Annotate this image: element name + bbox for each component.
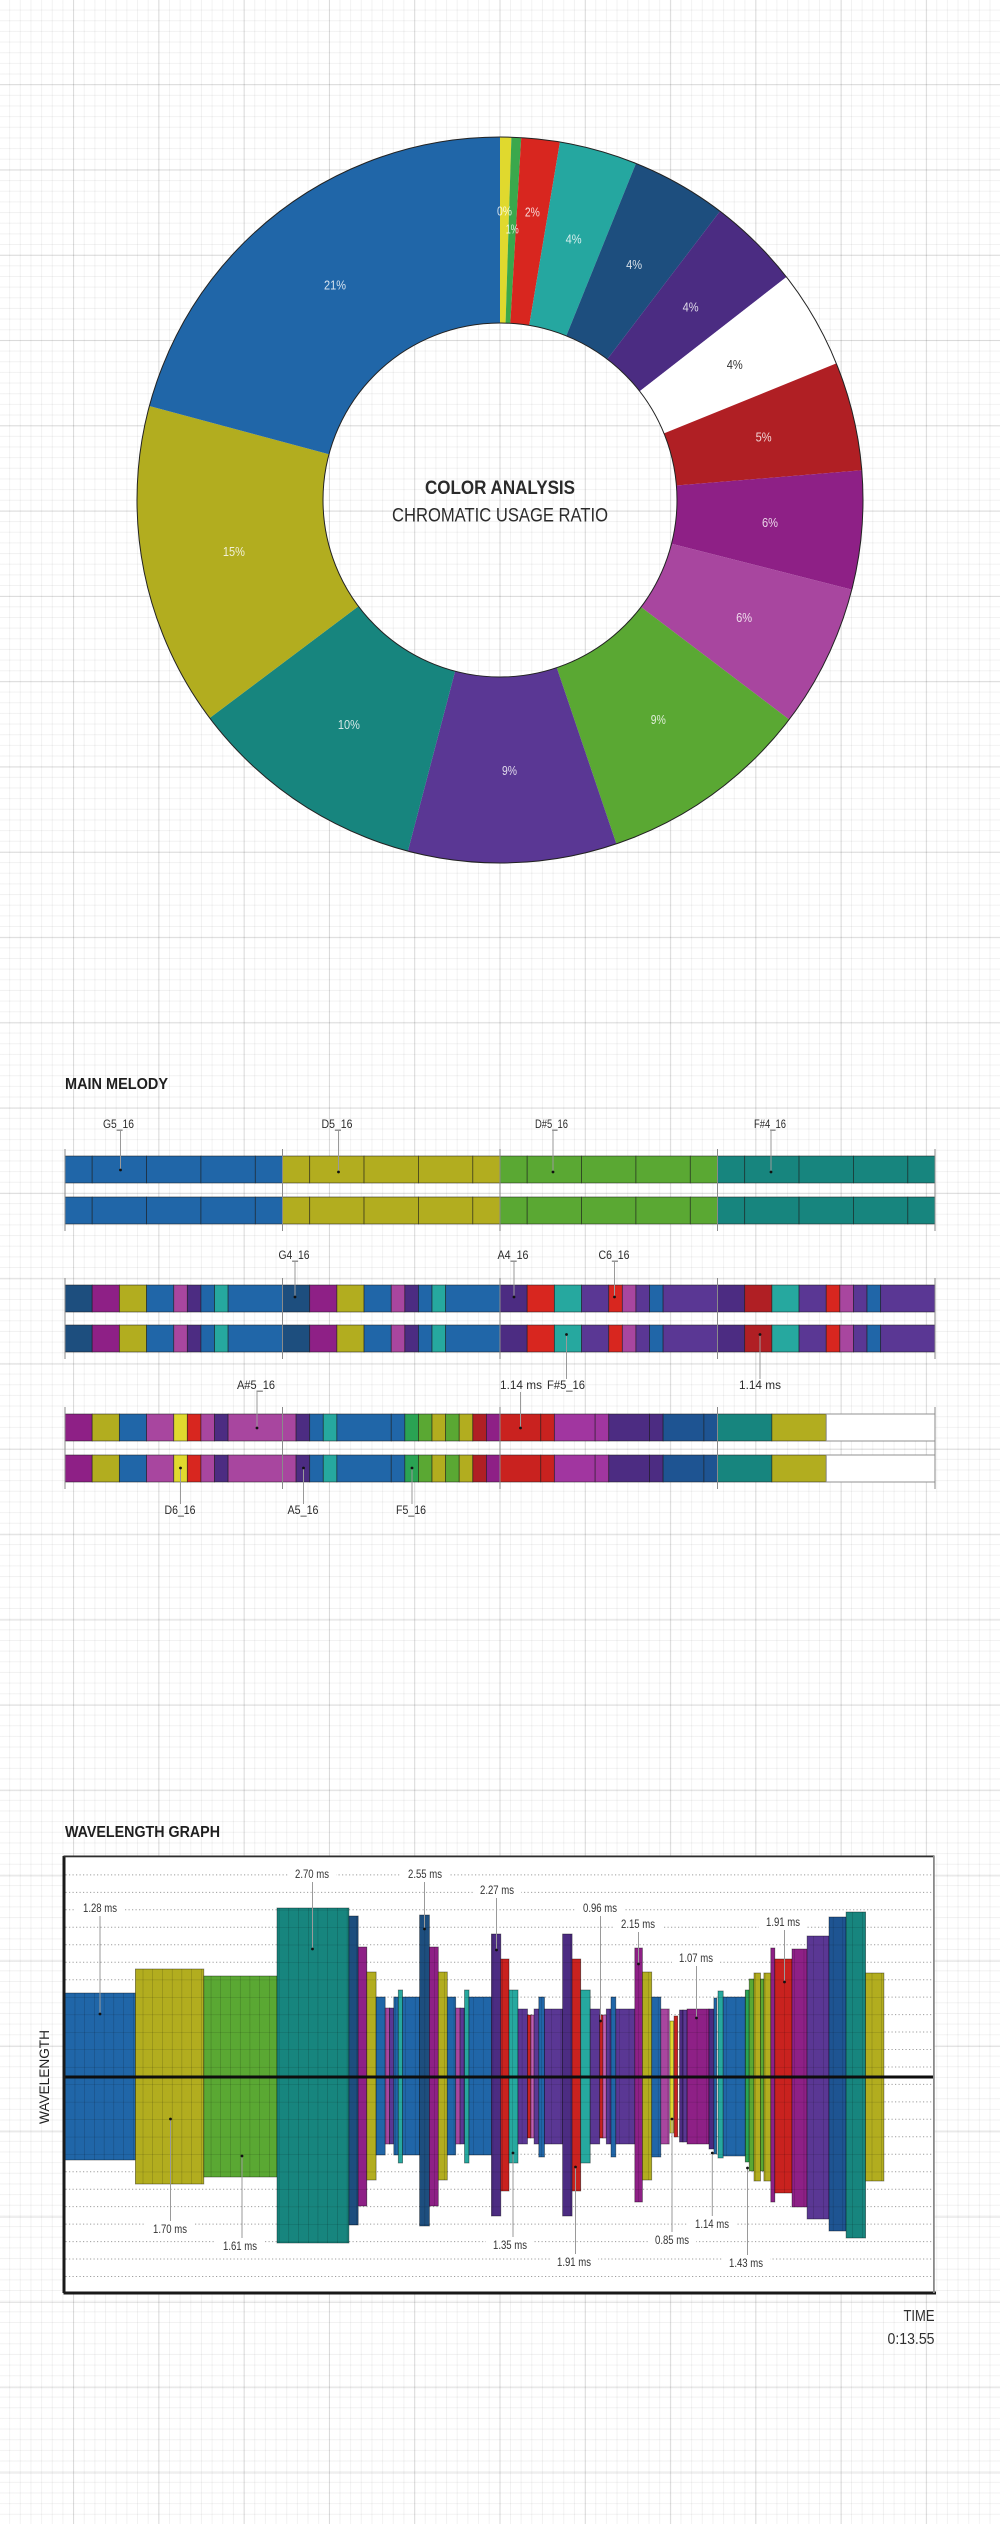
svg-text:6%: 6%: [762, 516, 778, 530]
svg-text:CHROMATIC USAGE RATIO: CHROMATIC USAGE RATIO: [392, 505, 608, 527]
svg-text:WAVELENGTH: WAVELENGTH: [36, 2030, 52, 2124]
svg-text:1.14 ms: 1.14 ms: [739, 1380, 781, 1392]
svg-text:1.61 ms: 1.61 ms: [223, 2241, 257, 2253]
svg-text:D#5_16: D#5_16: [535, 1119, 568, 1131]
svg-text:4%: 4%: [727, 358, 743, 372]
svg-text:1.28 ms: 1.28 ms: [83, 1903, 117, 1915]
svg-text:COLOR ANALYSIS: COLOR ANALYSIS: [425, 478, 575, 499]
svg-text:D5_16: D5_16: [322, 1119, 353, 1131]
svg-text:2.70 ms: 2.70 ms: [295, 1869, 329, 1881]
svg-text:1.91 ms: 1.91 ms: [766, 1917, 800, 1929]
svg-text:5%: 5%: [756, 431, 772, 445]
svg-text:9%: 9%: [502, 764, 517, 778]
svg-text:2.55 ms: 2.55 ms: [408, 1869, 442, 1881]
svg-text:0:13.55: 0:13.55: [888, 2331, 935, 2348]
svg-text:WAVELENGTH GRAPH: WAVELENGTH GRAPH: [65, 1824, 220, 1841]
svg-text:0.96 ms: 0.96 ms: [583, 1903, 617, 1915]
svg-text:4%: 4%: [683, 301, 699, 315]
svg-text:0%: 0%: [497, 204, 512, 218]
svg-text:A5_16: A5_16: [288, 1505, 319, 1517]
svg-text:TIME: TIME: [904, 2308, 935, 2325]
svg-text:1.35 ms: 1.35 ms: [493, 2240, 527, 2252]
svg-text:F5_16: F5_16: [396, 1505, 426, 1517]
svg-text:6%: 6%: [736, 611, 752, 625]
svg-text:F#4_16: F#4_16: [754, 1119, 786, 1131]
svg-text:1.07 ms: 1.07 ms: [679, 1953, 713, 1965]
svg-text:1.70 ms: 1.70 ms: [153, 2224, 187, 2236]
svg-text:0.85 ms: 0.85 ms: [655, 2235, 689, 2247]
svg-text:1%: 1%: [506, 223, 519, 237]
svg-text:9%: 9%: [651, 713, 666, 727]
svg-text:2%: 2%: [525, 206, 540, 220]
svg-text:1.14 ms: 1.14 ms: [500, 1380, 542, 1392]
svg-text:MAIN MELODY: MAIN MELODY: [65, 1076, 168, 1093]
svg-text:2.27 ms: 2.27 ms: [480, 1885, 514, 1897]
svg-text:21%: 21%: [324, 278, 346, 292]
svg-text:F#5_16: F#5_16: [547, 1380, 585, 1392]
svg-text:1.14 ms: 1.14 ms: [695, 2219, 729, 2231]
svg-text:1.91 ms: 1.91 ms: [557, 2257, 591, 2269]
svg-text:10%: 10%: [338, 718, 360, 732]
svg-text:4%: 4%: [566, 233, 582, 247]
svg-text:G4_16: G4_16: [279, 1250, 310, 1262]
svg-text:4%: 4%: [626, 258, 642, 272]
svg-text:D6_16: D6_16: [165, 1505, 196, 1517]
svg-text:G5_16: G5_16: [103, 1119, 134, 1131]
svg-text:1.43 ms: 1.43 ms: [729, 2258, 763, 2270]
svg-text:A4_16: A4_16: [498, 1250, 529, 1262]
svg-text:C6_16: C6_16: [599, 1250, 630, 1262]
svg-text:2.15 ms: 2.15 ms: [621, 1919, 655, 1931]
svg-text:A#5_16: A#5_16: [237, 1380, 275, 1392]
svg-text:15%: 15%: [223, 545, 245, 559]
